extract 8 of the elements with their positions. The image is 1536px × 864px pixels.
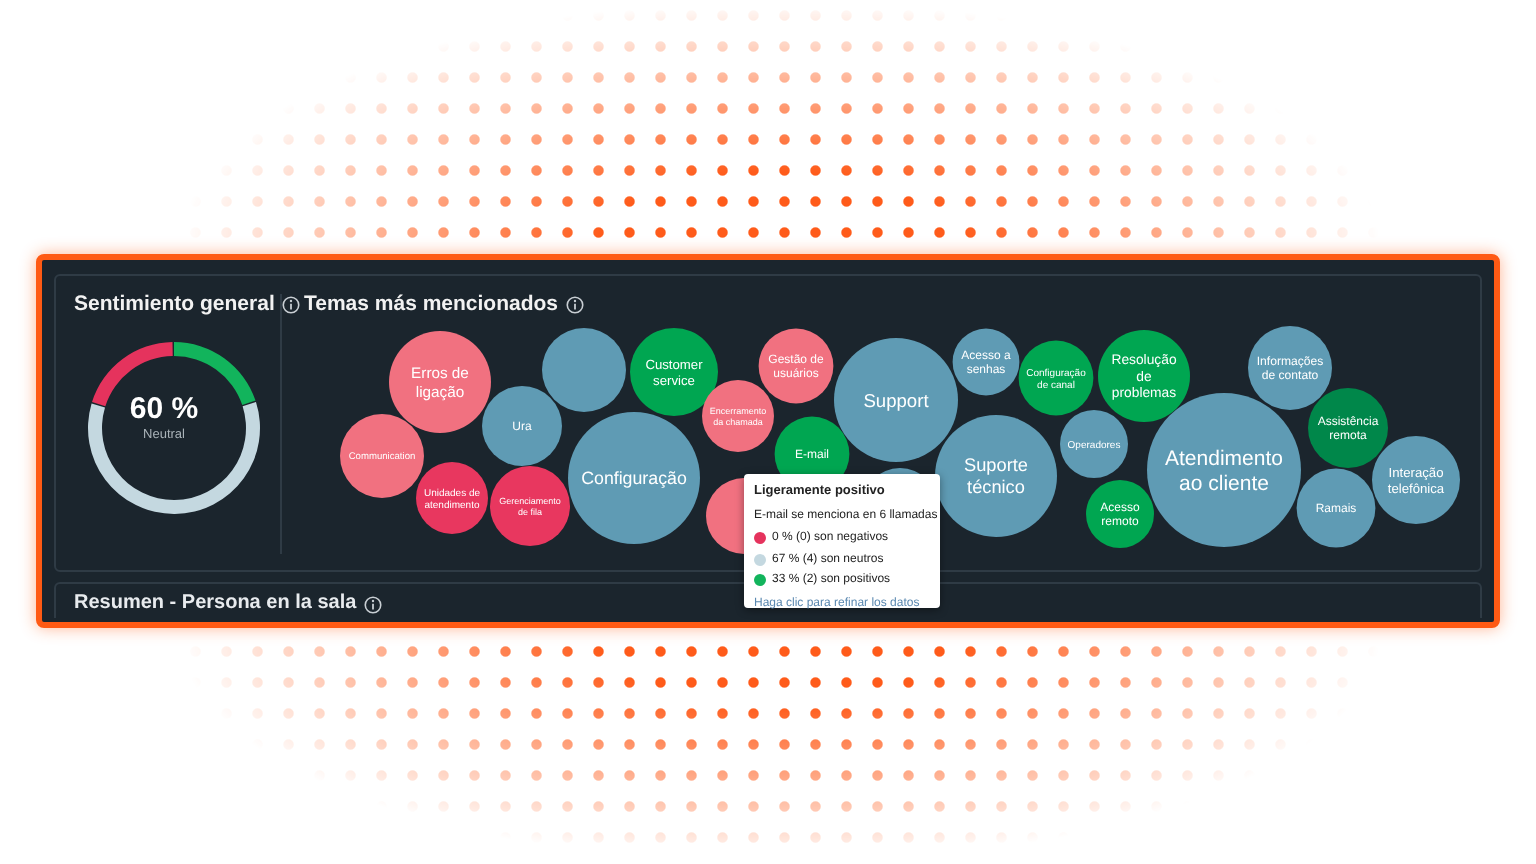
- category-label: Suporte técnico: [964, 455, 1028, 498]
- data-label: 60 %: [129, 392, 199, 426]
- category-label: Support: [863, 390, 930, 411]
- category-label: Atendimento ao cliente: [1165, 446, 1284, 496]
- category-label: Configuração: [581, 468, 687, 489]
- text: Temas más mencionados: [304, 292, 559, 318]
- chart-title: Sentimiento general: [74, 292, 275, 318]
- text: Resumen - Persona en la sala: [74, 592, 357, 616]
